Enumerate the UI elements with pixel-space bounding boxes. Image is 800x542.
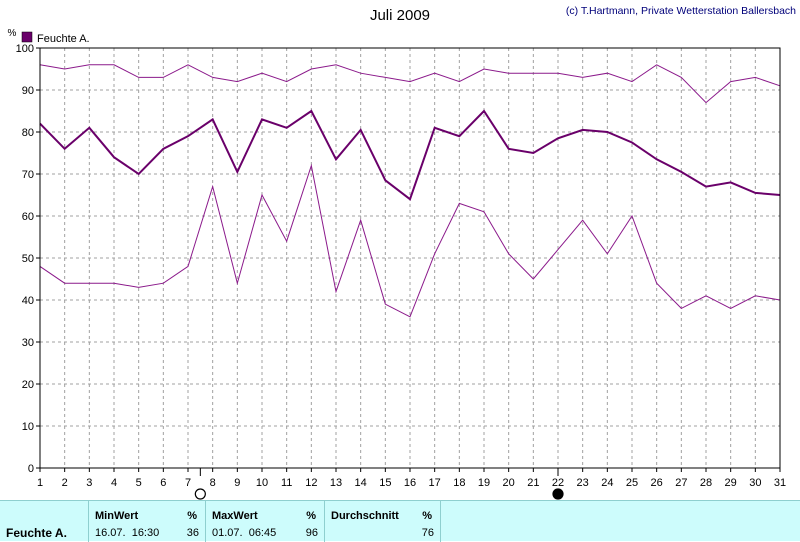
max-value-cell: MaxWert % 01.07. 06:45 96 [206, 501, 325, 542]
x-tick-label: 27 [675, 477, 687, 489]
avg-unit: % [422, 510, 432, 522]
series-line-mean [39, 109, 781, 201]
y-tick-label: 100 [16, 43, 34, 55]
humidity-chart: Juli 2009 (c) T.Hartmann, Private Wetter… [8, 5, 796, 500]
x-tick-label: 22 [552, 477, 564, 489]
x-tick-label: 1 [37, 477, 43, 489]
x-tick-label: 26 [651, 477, 663, 489]
x-tick-label: 6 [160, 477, 166, 489]
max-unit: % [306, 510, 316, 522]
min-value: 36 [186, 527, 199, 539]
x-tick-label: 2 [62, 477, 68, 489]
y-tick-label: 60 [22, 211, 34, 223]
avg-header: Durchschnitt [331, 510, 399, 522]
y-axis-unit: % [8, 28, 17, 39]
x-tick-label: 4 [111, 477, 117, 489]
legend-label: Feuchte A. [37, 33, 90, 45]
x-tick-label: 13 [330, 477, 342, 489]
chart-title: Juli 2009 [370, 7, 430, 24]
y-tick-label: 10 [22, 421, 34, 433]
x-tick-label: 15 [379, 477, 391, 489]
y-tick-label: 0 [28, 463, 34, 475]
series-line-min [39, 163, 781, 318]
min-header: MinWert [95, 510, 139, 522]
x-tick-label: 5 [136, 477, 142, 489]
x-tick-label: 19 [478, 477, 490, 489]
statistics-panel: Feuchte A. MinWert % 16.07. 16:30 36 Max… [0, 500, 800, 542]
x-tick-label: 12 [305, 477, 317, 489]
y-tick-label: 20 [22, 379, 34, 391]
x-tick-label: 17 [429, 477, 441, 489]
average-cell: Durchschnitt % 76 [325, 501, 441, 542]
legend-swatch [21, 31, 33, 43]
x-tick-label: 3 [86, 477, 92, 489]
min-value-cell: MinWert % 16.07. 16:30 36 [89, 501, 206, 542]
stats-row-label-cell: Feuchte A. [0, 501, 89, 542]
x-tick-label: 14 [355, 477, 367, 489]
x-tick-label: 28 [700, 477, 712, 489]
max-value: 96 [305, 527, 318, 539]
min-unit: % [187, 510, 197, 522]
x-tick-label: 23 [577, 477, 589, 489]
x-tick-label: 25 [626, 477, 638, 489]
x-tick-label: 29 [725, 477, 737, 489]
x-tick-label: 9 [234, 477, 240, 489]
x-tick-label: 8 [210, 477, 216, 489]
y-tick-label: 70 [22, 169, 34, 181]
y-tick-label: 80 [22, 127, 34, 139]
copyright-text: (c) T.Hartmann, Private Wetterstation Ba… [566, 5, 796, 17]
plot-frame [39, 47, 781, 469]
min-time: 16.07. 16:30 [95, 527, 160, 539]
x-tick-label: 21 [527, 477, 539, 489]
x-tick-label: 7 [185, 477, 191, 489]
y-tick-label: 50 [22, 253, 34, 265]
y-tick-label: 90 [22, 85, 34, 97]
x-tick-label: 20 [503, 477, 515, 489]
open-circle-marker [194, 488, 206, 500]
y-tick-label: 40 [22, 295, 34, 307]
x-tick-label: 30 [749, 477, 761, 489]
max-header: MaxWert [212, 510, 258, 522]
max-time: 01.07. 06:45 [212, 527, 277, 539]
x-tick-label: 10 [256, 477, 268, 489]
x-tick-label: 18 [453, 477, 465, 489]
filled-circle-marker [552, 488, 564, 500]
stats-row-label: Feuchte A. [6, 526, 67, 540]
series-line-max [39, 64, 781, 104]
x-tick-label: 16 [404, 477, 416, 489]
avg-value: 76 [421, 527, 434, 539]
x-tick-label: 11 [281, 477, 292, 489]
x-tick-label: 31 [774, 477, 786, 489]
y-tick-label: 30 [22, 337, 34, 349]
x-tick-label: 24 [601, 477, 613, 489]
